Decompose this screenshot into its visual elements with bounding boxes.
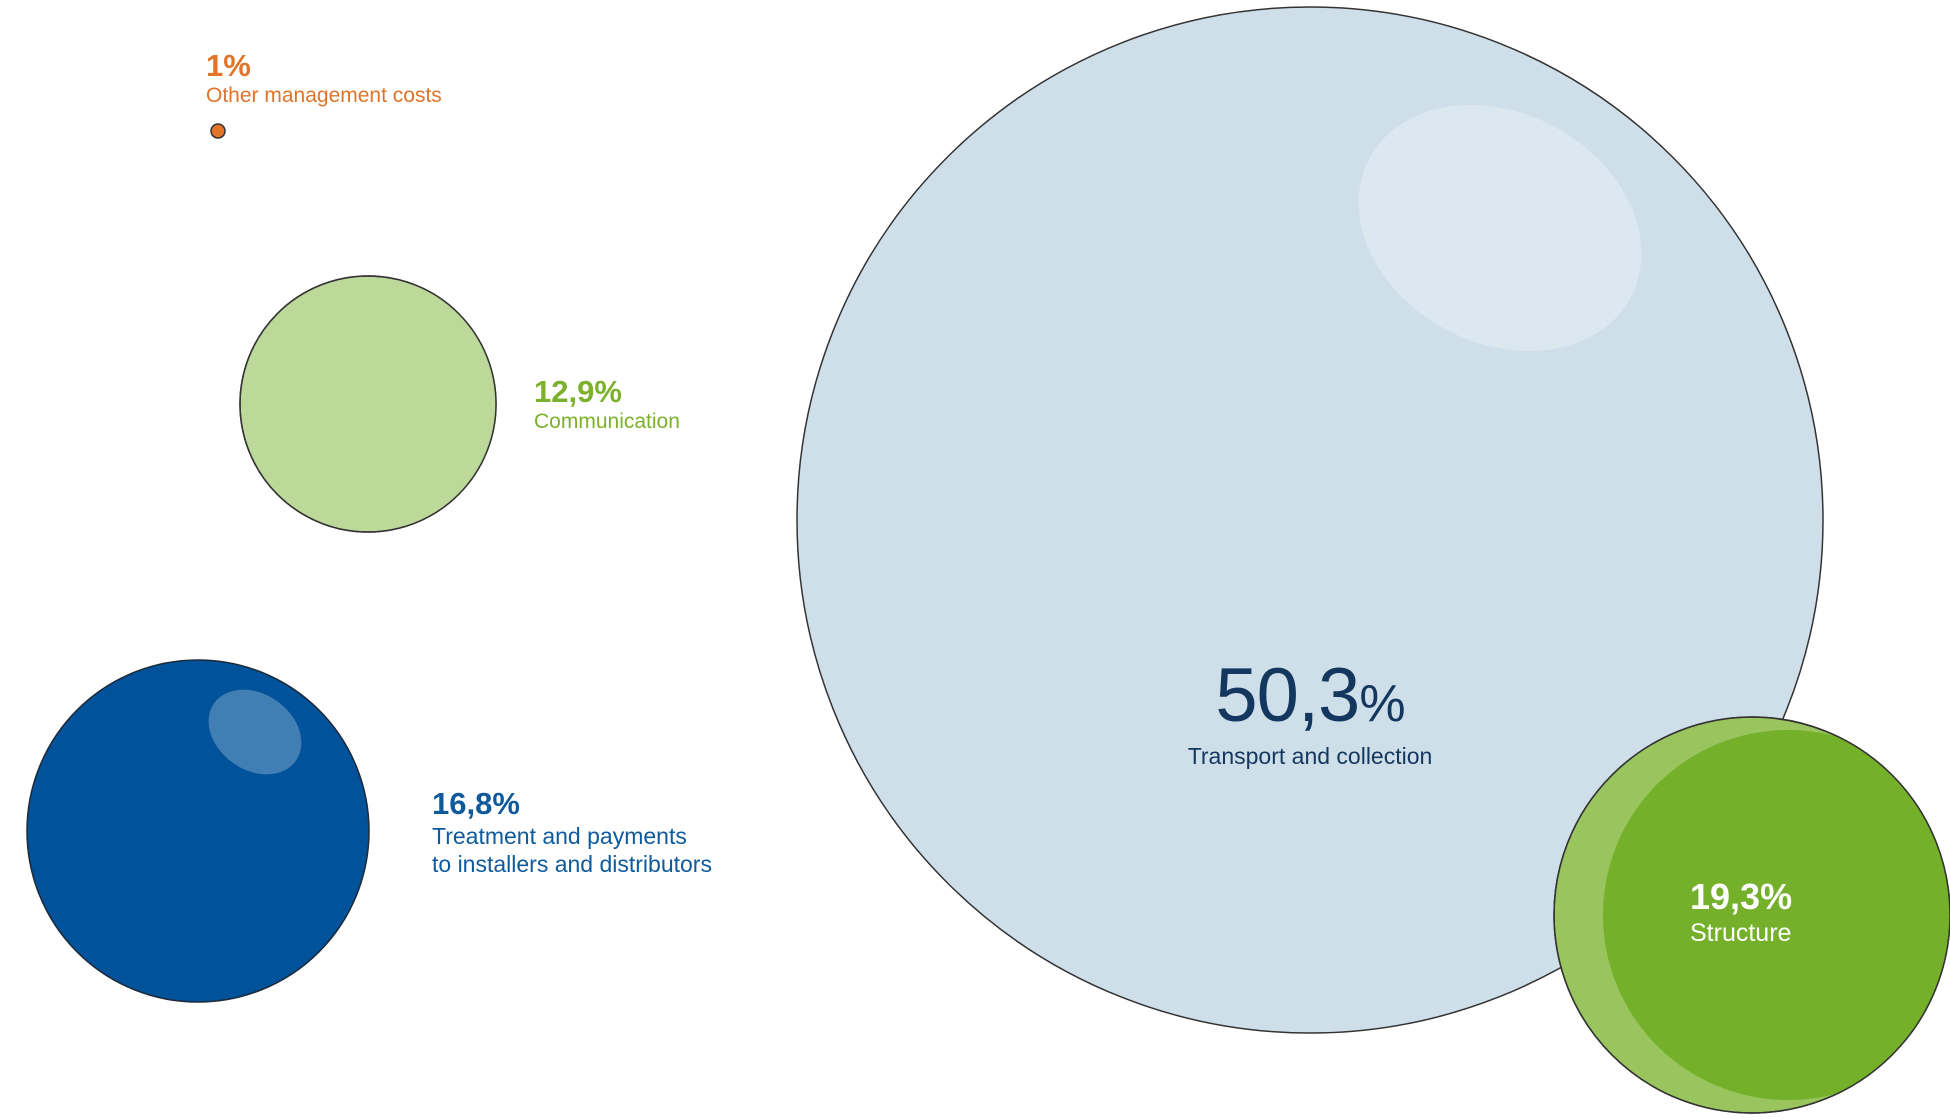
label-other-value: 1% — [206, 48, 251, 83]
label-treatment-name-line-1: Treatment and payments — [432, 822, 687, 849]
label-transport-name: Transport and collection — [1187, 743, 1433, 770]
label-treatment-name-line-2: to installers and distributors — [432, 850, 712, 877]
label-treatment-value: 16,8% — [432, 786, 520, 821]
label-other-management: 1% Other management costs — [206, 48, 442, 108]
bubble-other — [210, 123, 226, 139]
label-transport-value: 50,3 — [1215, 653, 1360, 738]
bubble-structure — [1553, 716, 1950, 1114]
label-treatment: 16,8% Treatment and payments to installe… — [432, 786, 712, 878]
label-structure-name: Structure — [1690, 919, 1792, 948]
bubble-communication — [239, 275, 497, 533]
label-structure: 19,3% Structure — [1690, 876, 1792, 948]
label-structure-value: 19,3% — [1690, 876, 1793, 917]
label-communication: 12,9% Communication — [534, 374, 680, 434]
label-transport: 50,3% Transport and collection — [1188, 652, 1433, 770]
bubble-transport — [796, 6, 1824, 1034]
label-other-name: Other management costs — [206, 83, 442, 107]
bubble-treatment — [26, 659, 370, 1003]
label-communication-name: Communication — [534, 409, 680, 433]
label-communication-value: 12,9% — [534, 374, 622, 409]
label-transport-percent-sign: % — [1359, 675, 1405, 733]
